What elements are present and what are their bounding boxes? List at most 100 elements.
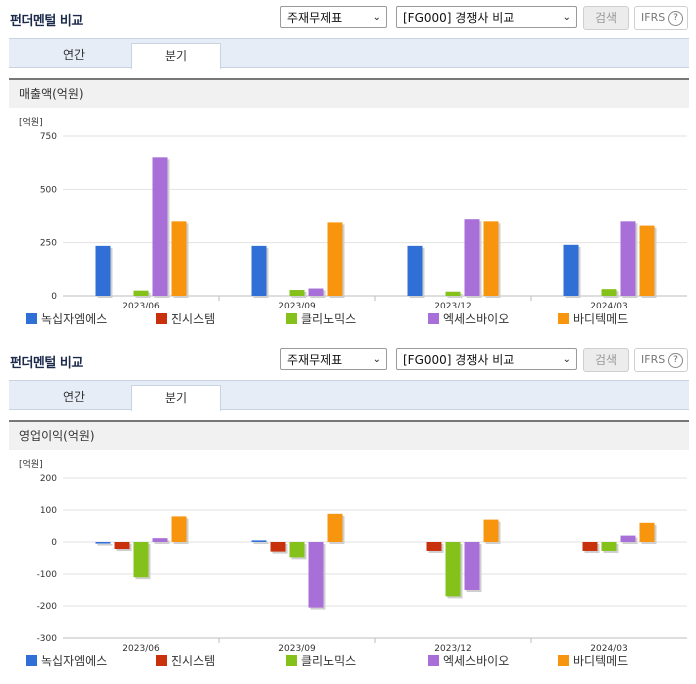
statement-type-value: 주재무제표 <box>287 353 343 367</box>
bar-shadow <box>154 540 170 544</box>
y-tick-label: 500 <box>40 185 57 195</box>
tab-quarterly[interactable]: 분기 <box>131 43 221 69</box>
comparison-group-value: [FG000] 경쟁사 비교 <box>403 11 515 25</box>
legend-label: 바디텍메드 <box>573 312 629 326</box>
legend-item[interactable]: 클리노믹스 <box>286 654 356 668</box>
chevron-down-icon: ⌄ <box>562 354 571 365</box>
bar-녹십자엠에스 <box>407 245 423 296</box>
bar-진시스템 <box>114 542 130 550</box>
comparison-group-select[interactable]: [FG000] 경쟁사 비교 ⌄ <box>396 348 577 370</box>
bar-바디텍메드 <box>483 519 499 542</box>
help-icon: ? <box>668 353 683 368</box>
bar-클리노믹스 <box>289 290 305 296</box>
legend-swatch <box>286 313 297 324</box>
search-button[interactable]: 검색 <box>583 348 629 372</box>
legend-item[interactable]: 바디텍메드 <box>558 312 628 326</box>
legend-item[interactable]: 클리노믹스 <box>286 312 356 326</box>
revenue-chart-svg: [억원] 0 250 500 750 2023/06 2023/09 2023/12 2024/… <box>19 116 687 312</box>
ifrs-help-button[interactable]: IFRS ? <box>634 348 688 372</box>
bar-바디텍메드 <box>327 222 343 296</box>
legend-swatch <box>558 313 569 324</box>
bar-바디텍메드 <box>639 522 655 542</box>
bar-엑세스바이오 <box>464 219 480 296</box>
chart-subtitle: 영업이익(억원) <box>9 420 689 450</box>
x-tick-label: 2024/03 <box>590 302 627 308</box>
bar-클리노믹스 <box>601 542 617 551</box>
y-tick-label: 0 <box>51 292 57 302</box>
bar-진시스템 <box>426 542 442 551</box>
x-tick-label: 2023/09 <box>278 644 316 654</box>
bar-엑세스바이오 <box>308 288 324 296</box>
bar-shadow <box>253 542 269 544</box>
legend-item[interactable]: 진시스템 <box>156 312 215 326</box>
search-button[interactable]: 검색 <box>583 6 629 30</box>
y-tick-label: 100 <box>40 506 57 516</box>
bar-바디텍메드 <box>171 221 187 296</box>
bar-녹십자엠에스 <box>251 245 267 296</box>
chevron-down-icon: ⌄ <box>562 12 571 23</box>
y-tick-label: 200 <box>40 474 57 484</box>
legend-label: 클리노믹스 <box>301 654 357 668</box>
y-tick-label: 250 <box>40 239 57 249</box>
tab-quarterly[interactable]: 분기 <box>131 385 221 411</box>
y-tick-label: -200 <box>37 602 58 612</box>
legend-item[interactable]: 엑세스바이오 <box>428 312 509 326</box>
bar-클리노믹스 <box>601 289 617 296</box>
operating-profit-chart: [억원] 200 100 0 -100 -200 -300 2023/06 2023/09 202… <box>9 450 689 654</box>
x-tick-label: 2023/09 <box>278 302 316 308</box>
y-tick-label: -100 <box>37 570 58 580</box>
section-title: 펀더멘털 비교 <box>10 14 83 29</box>
tab-annual[interactable]: 연간 <box>62 48 86 62</box>
legend-item[interactable]: 엑세스바이오 <box>428 654 509 668</box>
legend-swatch <box>26 655 37 666</box>
unit-label: [억원] <box>19 458 43 470</box>
bar-클리노믹스 <box>133 290 149 296</box>
legend-item[interactable]: 녹십자엠에스 <box>26 312 107 326</box>
bar-엑세스바이오 <box>152 538 168 542</box>
x-tick-label: 2023/12 <box>434 644 471 654</box>
bar-녹십자엠에스 <box>95 245 111 296</box>
period-tabs: 연간 분기 <box>9 380 689 411</box>
legend-swatch <box>26 313 37 324</box>
bar-엑세스바이오 <box>152 157 168 296</box>
bar-엑세스바이오 <box>620 535 636 542</box>
legend-swatch <box>156 655 167 666</box>
legend-item[interactable]: 바디텍메드 <box>558 654 628 668</box>
chart-legend: 녹십자엠에스 진시스템 클리노믹스 엑세스바이오 바디텍메드 <box>26 654 686 670</box>
ifrs-label: IFRS <box>641 353 666 366</box>
bar-바디텍메드 <box>639 225 655 296</box>
bar-바디텍메드 <box>171 516 187 542</box>
bar-녹십자엠에스 <box>563 244 579 296</box>
legend-swatch <box>428 655 439 666</box>
statement-type-value: 주재무제표 <box>287 11 343 25</box>
bar-바디텍메드 <box>483 221 499 296</box>
section-header: 펀더멘털 비교 주재무제표 ⌄ [FG000] 경쟁사 비교 ⌄ 검색 IFRS… <box>0 342 696 378</box>
bar-녹십자엠에스 <box>95 542 111 544</box>
help-icon: ? <box>668 11 683 26</box>
fundamental-section-2: 펀더멘털 비교 주재무제표 ⌄ [FG000] 경쟁사 비교 ⌄ 검색 IFRS… <box>0 342 696 684</box>
comparison-group-select[interactable]: [FG000] 경쟁사 비교 ⌄ <box>396 6 577 28</box>
statement-type-select[interactable]: 주재무제표 ⌄ <box>280 6 387 28</box>
y-tick-label: 750 <box>40 132 57 142</box>
ifrs-label: IFRS <box>641 11 666 24</box>
chevron-down-icon: ⌄ <box>372 12 381 23</box>
statement-type-select[interactable]: 주재무제표 ⌄ <box>280 348 387 370</box>
legend-item[interactable]: 진시스템 <box>156 654 215 668</box>
ifrs-help-button[interactable]: IFRS ? <box>634 6 688 30</box>
bar-클리노믹스 <box>445 291 461 296</box>
bar-클리노믹스 <box>133 542 149 578</box>
legend-label: 바디텍메드 <box>573 654 629 668</box>
chart-legend: 녹십자엠에스 진시스템 클리노믹스 엑세스바이오 바디텍메드 <box>26 312 686 328</box>
period-tabs: 연간 분기 <box>9 38 689 69</box>
x-tick-label: 2023/06 <box>122 644 160 654</box>
chart-subtitle: 매출액(억원) <box>9 78 689 108</box>
legend-swatch <box>156 313 167 324</box>
legend-label: 클리노믹스 <box>301 312 357 326</box>
section-title: 펀더멘털 비교 <box>10 356 83 371</box>
tab-annual[interactable]: 연간 <box>62 390 86 404</box>
revenue-chart: [억원] 0 250 500 750 2023/06 2023/09 2023/12 2024/… <box>9 108 689 312</box>
legend-item[interactable]: 녹십자엠에스 <box>26 654 107 668</box>
legend-label: 진시스템 <box>171 654 216 668</box>
y-tick-label: -300 <box>37 634 58 644</box>
bar-바디텍메드 <box>327 513 343 542</box>
